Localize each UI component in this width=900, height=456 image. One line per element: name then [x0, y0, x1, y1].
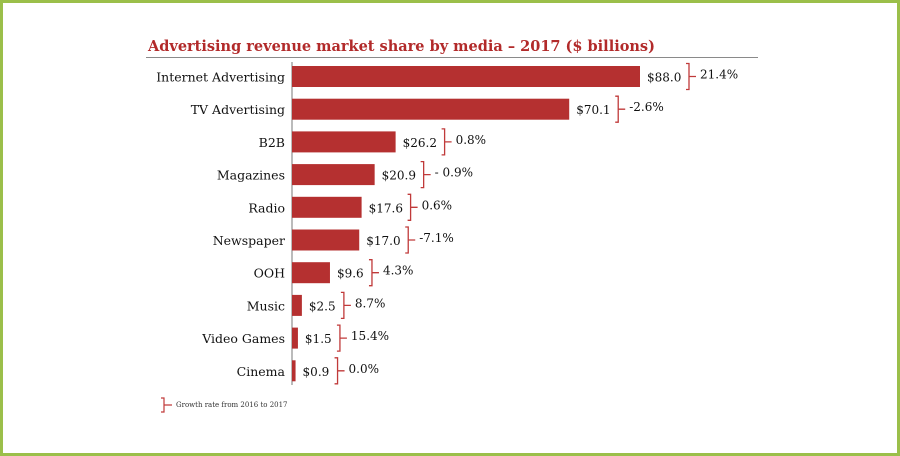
growth-label: -2.6%: [629, 100, 664, 114]
category-label: Music: [247, 298, 285, 313]
bar: [292, 262, 330, 284]
value-label: $70.1: [576, 103, 610, 117]
growth-label: 4.3%: [383, 264, 414, 278]
growth-legend-bracket-icon: [161, 397, 172, 413]
growth-label: - 0.9%: [435, 166, 473, 180]
growth-legend-label: Growth rate from 2016 to 2017: [176, 401, 288, 409]
bar: [292, 327, 298, 349]
category-label: TV Advertising: [191, 102, 285, 117]
bar: [292, 131, 396, 153]
growth-bracket: [420, 160, 431, 189]
chart-title: Advertising revenue market share by medi…: [148, 38, 655, 55]
growth-bracket: [441, 128, 452, 156]
growth-bracket: [334, 357, 345, 385]
growth-label: 0.8%: [456, 133, 487, 147]
category-label: B2B: [259, 135, 285, 150]
category-label: Magazines: [217, 168, 285, 183]
value-label: $1.5: [305, 332, 332, 346]
category-label: Radio: [248, 200, 285, 215]
value-label: $20.9: [382, 169, 416, 183]
category-label: OOH: [254, 266, 285, 281]
value-label: $0.9: [303, 365, 330, 379]
growth-label: 15.4%: [351, 329, 389, 343]
title-divider: [146, 57, 758, 58]
growth-bracket: [615, 95, 626, 123]
bar: [292, 229, 360, 251]
growth-label: -7.1%: [419, 231, 454, 245]
category-label: Newspaper: [213, 233, 285, 248]
bar: [292, 294, 302, 316]
growth-bracket: [407, 193, 418, 221]
bar: [292, 98, 570, 120]
value-label: $9.6: [337, 267, 364, 281]
value-label: $17.6: [369, 201, 403, 215]
bar: [292, 360, 296, 382]
value-label: $26.2: [403, 136, 437, 150]
growth-label: 21.4%: [700, 68, 738, 82]
bar: [292, 164, 375, 186]
growth-bracket: [336, 324, 347, 352]
bar: [292, 66, 640, 87]
growth-bracket: [368, 259, 379, 287]
category-label: Video Games: [201, 331, 285, 346]
bar: [292, 196, 362, 218]
value-label: $88.0: [647, 71, 681, 85]
growth-label: 8.7%: [355, 296, 386, 310]
value-label: $2.5: [309, 299, 336, 313]
growth-bracket: [405, 226, 416, 254]
category-label: Internet Advertising: [156, 70, 285, 85]
value-label: $17.0: [366, 234, 400, 248]
growth-bracket: [340, 291, 351, 320]
category-label: Cinema: [237, 364, 286, 379]
growth-bracket: [686, 62, 696, 91]
growth-label: 0.6%: [422, 198, 453, 212]
growth-label: 0.0%: [349, 362, 380, 376]
